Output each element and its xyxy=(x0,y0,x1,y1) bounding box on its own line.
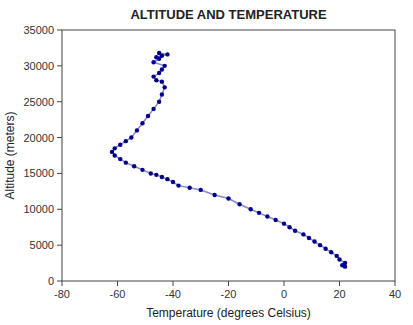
y-axis-label: Altitude (meters) xyxy=(3,111,17,199)
y-tick-label: 35000 xyxy=(23,24,54,36)
y-tick xyxy=(57,281,62,282)
y-tick-label: 20000 xyxy=(23,132,54,144)
point xyxy=(160,67,164,71)
x-tick xyxy=(228,281,229,286)
point xyxy=(113,153,117,157)
x-tick-label: -80 xyxy=(54,288,70,300)
point xyxy=(343,261,347,265)
point xyxy=(162,85,166,89)
point xyxy=(154,173,158,177)
point xyxy=(199,188,203,192)
point xyxy=(157,71,161,75)
y-tick xyxy=(57,245,62,246)
point xyxy=(293,229,297,233)
point xyxy=(257,211,261,215)
x-tick xyxy=(284,281,285,286)
point xyxy=(154,78,158,82)
y-tick xyxy=(57,173,62,174)
point xyxy=(162,64,166,68)
point xyxy=(237,202,241,206)
point xyxy=(140,121,144,125)
y-tick xyxy=(57,101,62,102)
y-tick-label: 5000 xyxy=(30,239,54,251)
y-tick-label: 10000 xyxy=(23,203,54,215)
y-tick-label: 30000 xyxy=(23,60,54,72)
point xyxy=(135,128,139,132)
point xyxy=(110,150,114,154)
point xyxy=(118,157,122,161)
x-tick-label: -60 xyxy=(110,288,126,300)
x-tick-label: 0 xyxy=(281,288,287,300)
point xyxy=(265,214,269,218)
x-tick-label: 20 xyxy=(333,288,345,300)
point xyxy=(151,74,155,78)
chart: -80 -60 -40 -20 0 20 40 0 5000 10000 15000 20000 250… xyxy=(0,0,413,325)
point xyxy=(124,139,128,143)
point xyxy=(160,175,164,179)
point xyxy=(124,160,128,164)
point xyxy=(171,180,175,184)
point xyxy=(113,146,117,150)
point xyxy=(273,218,277,222)
point xyxy=(287,225,291,229)
point xyxy=(307,236,311,240)
point xyxy=(151,107,155,111)
x-axis-label: Temperature (degrees Celsius) xyxy=(146,306,311,320)
point xyxy=(212,193,216,197)
x-tick-label: -40 xyxy=(165,288,181,300)
point xyxy=(157,51,161,55)
point xyxy=(329,250,333,254)
x-tick xyxy=(173,281,174,286)
line xyxy=(112,53,345,267)
x-tick xyxy=(395,281,396,286)
x-tick xyxy=(62,281,63,286)
point xyxy=(337,257,341,261)
point xyxy=(129,135,133,139)
point xyxy=(335,254,339,258)
x-tick xyxy=(117,281,118,286)
y-tick-label: 25000 xyxy=(23,96,54,108)
y-tick-label: 0 xyxy=(48,275,54,287)
point xyxy=(140,168,144,172)
point xyxy=(118,143,122,147)
point xyxy=(312,239,316,243)
point xyxy=(226,196,230,200)
point xyxy=(132,164,136,168)
point xyxy=(323,247,327,251)
point xyxy=(160,79,164,83)
point xyxy=(301,232,305,236)
point xyxy=(165,52,169,56)
point xyxy=(160,92,164,96)
point xyxy=(165,177,169,181)
y-tick xyxy=(57,209,62,210)
x-tick-label: 40 xyxy=(389,288,401,300)
point xyxy=(249,207,253,211)
y-tick xyxy=(57,137,62,138)
point xyxy=(176,183,180,187)
point xyxy=(187,186,191,190)
point xyxy=(157,100,161,104)
point xyxy=(154,55,158,59)
x-tick-label: -20 xyxy=(221,288,237,300)
point xyxy=(149,171,153,175)
title: ALTITUDE AND TEMPERATURE xyxy=(130,7,327,22)
y-tick xyxy=(57,65,62,66)
x-tick xyxy=(339,281,340,286)
point xyxy=(146,114,150,118)
point xyxy=(318,243,322,247)
y-tick-label: 15000 xyxy=(23,167,54,179)
y-tick xyxy=(57,30,62,31)
point xyxy=(151,60,155,64)
point xyxy=(282,221,286,225)
plot-data xyxy=(110,51,347,269)
plot-frame xyxy=(62,30,395,281)
